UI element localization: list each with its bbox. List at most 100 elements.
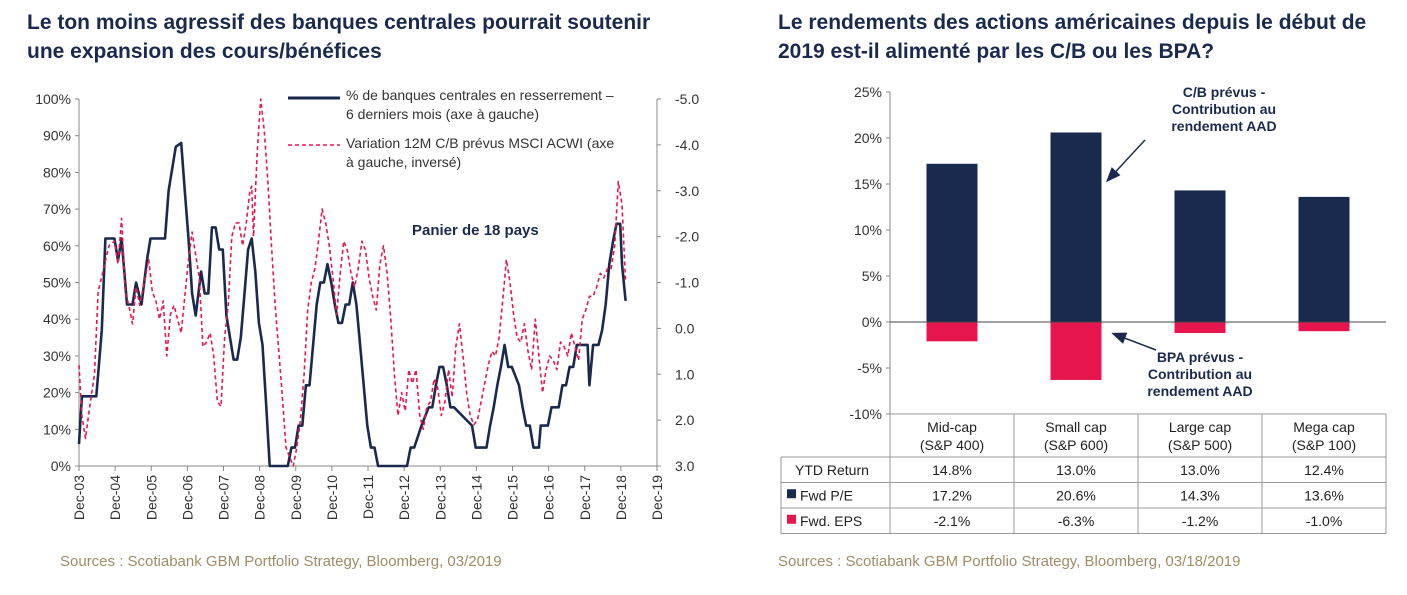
bar-y-tick-label: 15% — [854, 176, 882, 192]
legend-label: % de banques centrales en resserrement – — [346, 87, 614, 103]
bar-fwd-eps — [1174, 322, 1226, 334]
bar-fwd-eps — [1298, 322, 1350, 332]
table-legend-swatch — [787, 489, 796, 499]
table-cell-value: -6.3% — [1058, 513, 1095, 529]
left-y-tick-label: 40% — [43, 311, 71, 327]
left-y-tick-label: 50% — [43, 275, 71, 291]
left-chart-title: Le ton moins agressif des banques centra… — [27, 11, 651, 63]
category-label: Mid-cap — [927, 419, 977, 435]
table-cell-value: 17.2% — [932, 487, 972, 503]
table-cell-value: 14.8% — [932, 462, 972, 478]
legend-label: Variation 12M C/B prévus MSCI ACWI (axe — [346, 135, 614, 151]
x-tick-label: Dec-19 — [649, 475, 665, 520]
x-tick-label: Dec-04 — [107, 475, 123, 520]
left-y-tick-label: 10% — [43, 421, 71, 437]
bar-fwd-pe — [926, 163, 978, 322]
left-y-tick-label: 90% — [43, 128, 71, 144]
annotation-eps-label: BPA prévus - — [1157, 349, 1244, 365]
table-cell-value: 14.3% — [1180, 487, 1220, 503]
category-label: (S&P 600) — [1044, 437, 1108, 453]
table-row-label: Fwd P/E — [800, 487, 853, 503]
x-tick-label: Dec-12 — [396, 475, 412, 520]
right-y-tick-label: 3.0 — [675, 458, 695, 474]
category-label: Small cap — [1045, 419, 1107, 435]
legend-label: 6 derniers mois (axe à gauche) — [346, 106, 539, 122]
right-bar-chart: 25%20%15%10%5%0%-5%-10%C/B prévus -Contr… — [780, 84, 1387, 534]
right-y-tick-label: -1.0 — [675, 275, 699, 291]
right-y-tick-label: 0.0 — [675, 320, 695, 336]
series-pe-change-line — [78, 98, 627, 467]
bar-y-tick-label: -10% — [849, 406, 882, 422]
bar-y-tick-label: -5% — [857, 360, 882, 376]
table-cell-value: -2.1% — [934, 513, 971, 529]
bar-y-tick-label: 0% — [862, 314, 882, 330]
x-tick-label: Dec-14 — [468, 475, 484, 520]
bar-fwd-pe — [1050, 132, 1102, 322]
legend-label: à gauche, inversé) — [346, 154, 461, 170]
x-tick-label: Dec-09 — [288, 475, 304, 520]
right-y-tick-label: -5.0 — [675, 91, 699, 107]
table-cell-value: -1.0% — [1306, 513, 1343, 529]
x-tick-label: Dec-07 — [216, 475, 232, 520]
left-y-tick-label: 70% — [43, 201, 71, 217]
x-tick-label: Dec-08 — [252, 475, 268, 520]
bar-y-tick-label: 5% — [862, 268, 882, 284]
x-tick-label: Dec-11 — [360, 475, 376, 519]
right-chart-title: Le rendements des actions américaines de… — [778, 11, 1367, 63]
table-cell-value: 20.6% — [1056, 487, 1096, 503]
right-y-tick-label: -2.0 — [675, 229, 699, 245]
annotation-eps-label: Contribution au — [1148, 366, 1252, 382]
left-line-chart: 0% 10% 20% 30% 40% 50% 60% 70% 80% 90% 100% 3.0 2.0 1… — [35, 80, 699, 520]
bar-fwd-pe — [1174, 190, 1226, 322]
x-tick-label: Dec-06 — [179, 475, 195, 520]
left-y-tick-label: 60% — [43, 238, 71, 254]
right-y-tick-label: 1.0 — [675, 366, 695, 382]
annotation-basket: Panier de 18 pays — [412, 222, 539, 239]
bar-y-tick-label: 10% — [854, 222, 882, 238]
left-chart-source: Sources : Scotiabank GBM Portfolio Strat… — [60, 553, 502, 570]
left-y-tick-label: 20% — [43, 385, 71, 401]
annotation-pe-label: Contribution au — [1172, 101, 1276, 117]
right-y-tick-label: -4.0 — [675, 137, 699, 153]
arrow-pe — [1105, 139, 1146, 183]
x-tick-label: Dec-05 — [143, 475, 159, 520]
table-cell-value: -1.2% — [1182, 513, 1219, 529]
category-label: (S&P 500) — [1168, 437, 1232, 453]
x-tick-label: Dec-18 — [613, 475, 629, 520]
bar-fwd-pe — [1298, 196, 1350, 322]
x-tick-label: Dec-10 — [324, 475, 340, 520]
table-row-label: YTD Return — [795, 462, 869, 478]
bar-fwd-eps — [926, 322, 978, 342]
table-cell-value: 13.0% — [1056, 462, 1096, 478]
bar-fwd-eps — [1050, 322, 1102, 380]
left-y-tick-label: 0% — [51, 458, 71, 474]
x-tick-label: Dec-13 — [432, 475, 448, 520]
left-y-tick-label: 30% — [43, 348, 71, 364]
table-legend-swatch — [787, 514, 796, 524]
bar-y-tick-label: 25% — [854, 84, 882, 100]
annotation-pe-label: C/B prévus - — [1183, 84, 1266, 100]
x-tick-label: Dec-16 — [541, 475, 557, 520]
x-tick-label: Dec-03 — [71, 475, 87, 520]
bar-y-tick-label: 20% — [854, 130, 882, 146]
left-y-tick-label: 100% — [35, 91, 71, 107]
category-label: (S&P 400) — [920, 437, 984, 453]
legend-background — [284, 80, 644, 178]
annotation-eps-label: rendement AAD — [1147, 383, 1252, 399]
left-y-tick-label: 80% — [43, 164, 71, 180]
right-y-tick-label: -3.0 — [675, 183, 699, 199]
right-y-tick-label: 2.0 — [675, 412, 695, 428]
right-chart-source: Sources : Scotiabank GBM Portfolio Strat… — [778, 553, 1241, 570]
table-cell-value: 13.6% — [1304, 487, 1344, 503]
table-cell-value: 12.4% — [1304, 462, 1344, 478]
category-label: Mega cap — [1293, 419, 1355, 435]
category-label: Large cap — [1169, 419, 1231, 435]
table-cell-value: 13.0% — [1180, 462, 1220, 478]
category-label: (S&P 100) — [1292, 437, 1356, 453]
table-row-label: Fwd. EPS — [800, 513, 862, 529]
annotation-pe-label: rendement AAD — [1171, 118, 1276, 134]
x-tick-label: Dec-17 — [577, 475, 593, 520]
arrow-eps — [1111, 332, 1157, 351]
series-tightening-line — [77, 141, 627, 468]
x-tick-label: Dec-15 — [505, 475, 521, 520]
